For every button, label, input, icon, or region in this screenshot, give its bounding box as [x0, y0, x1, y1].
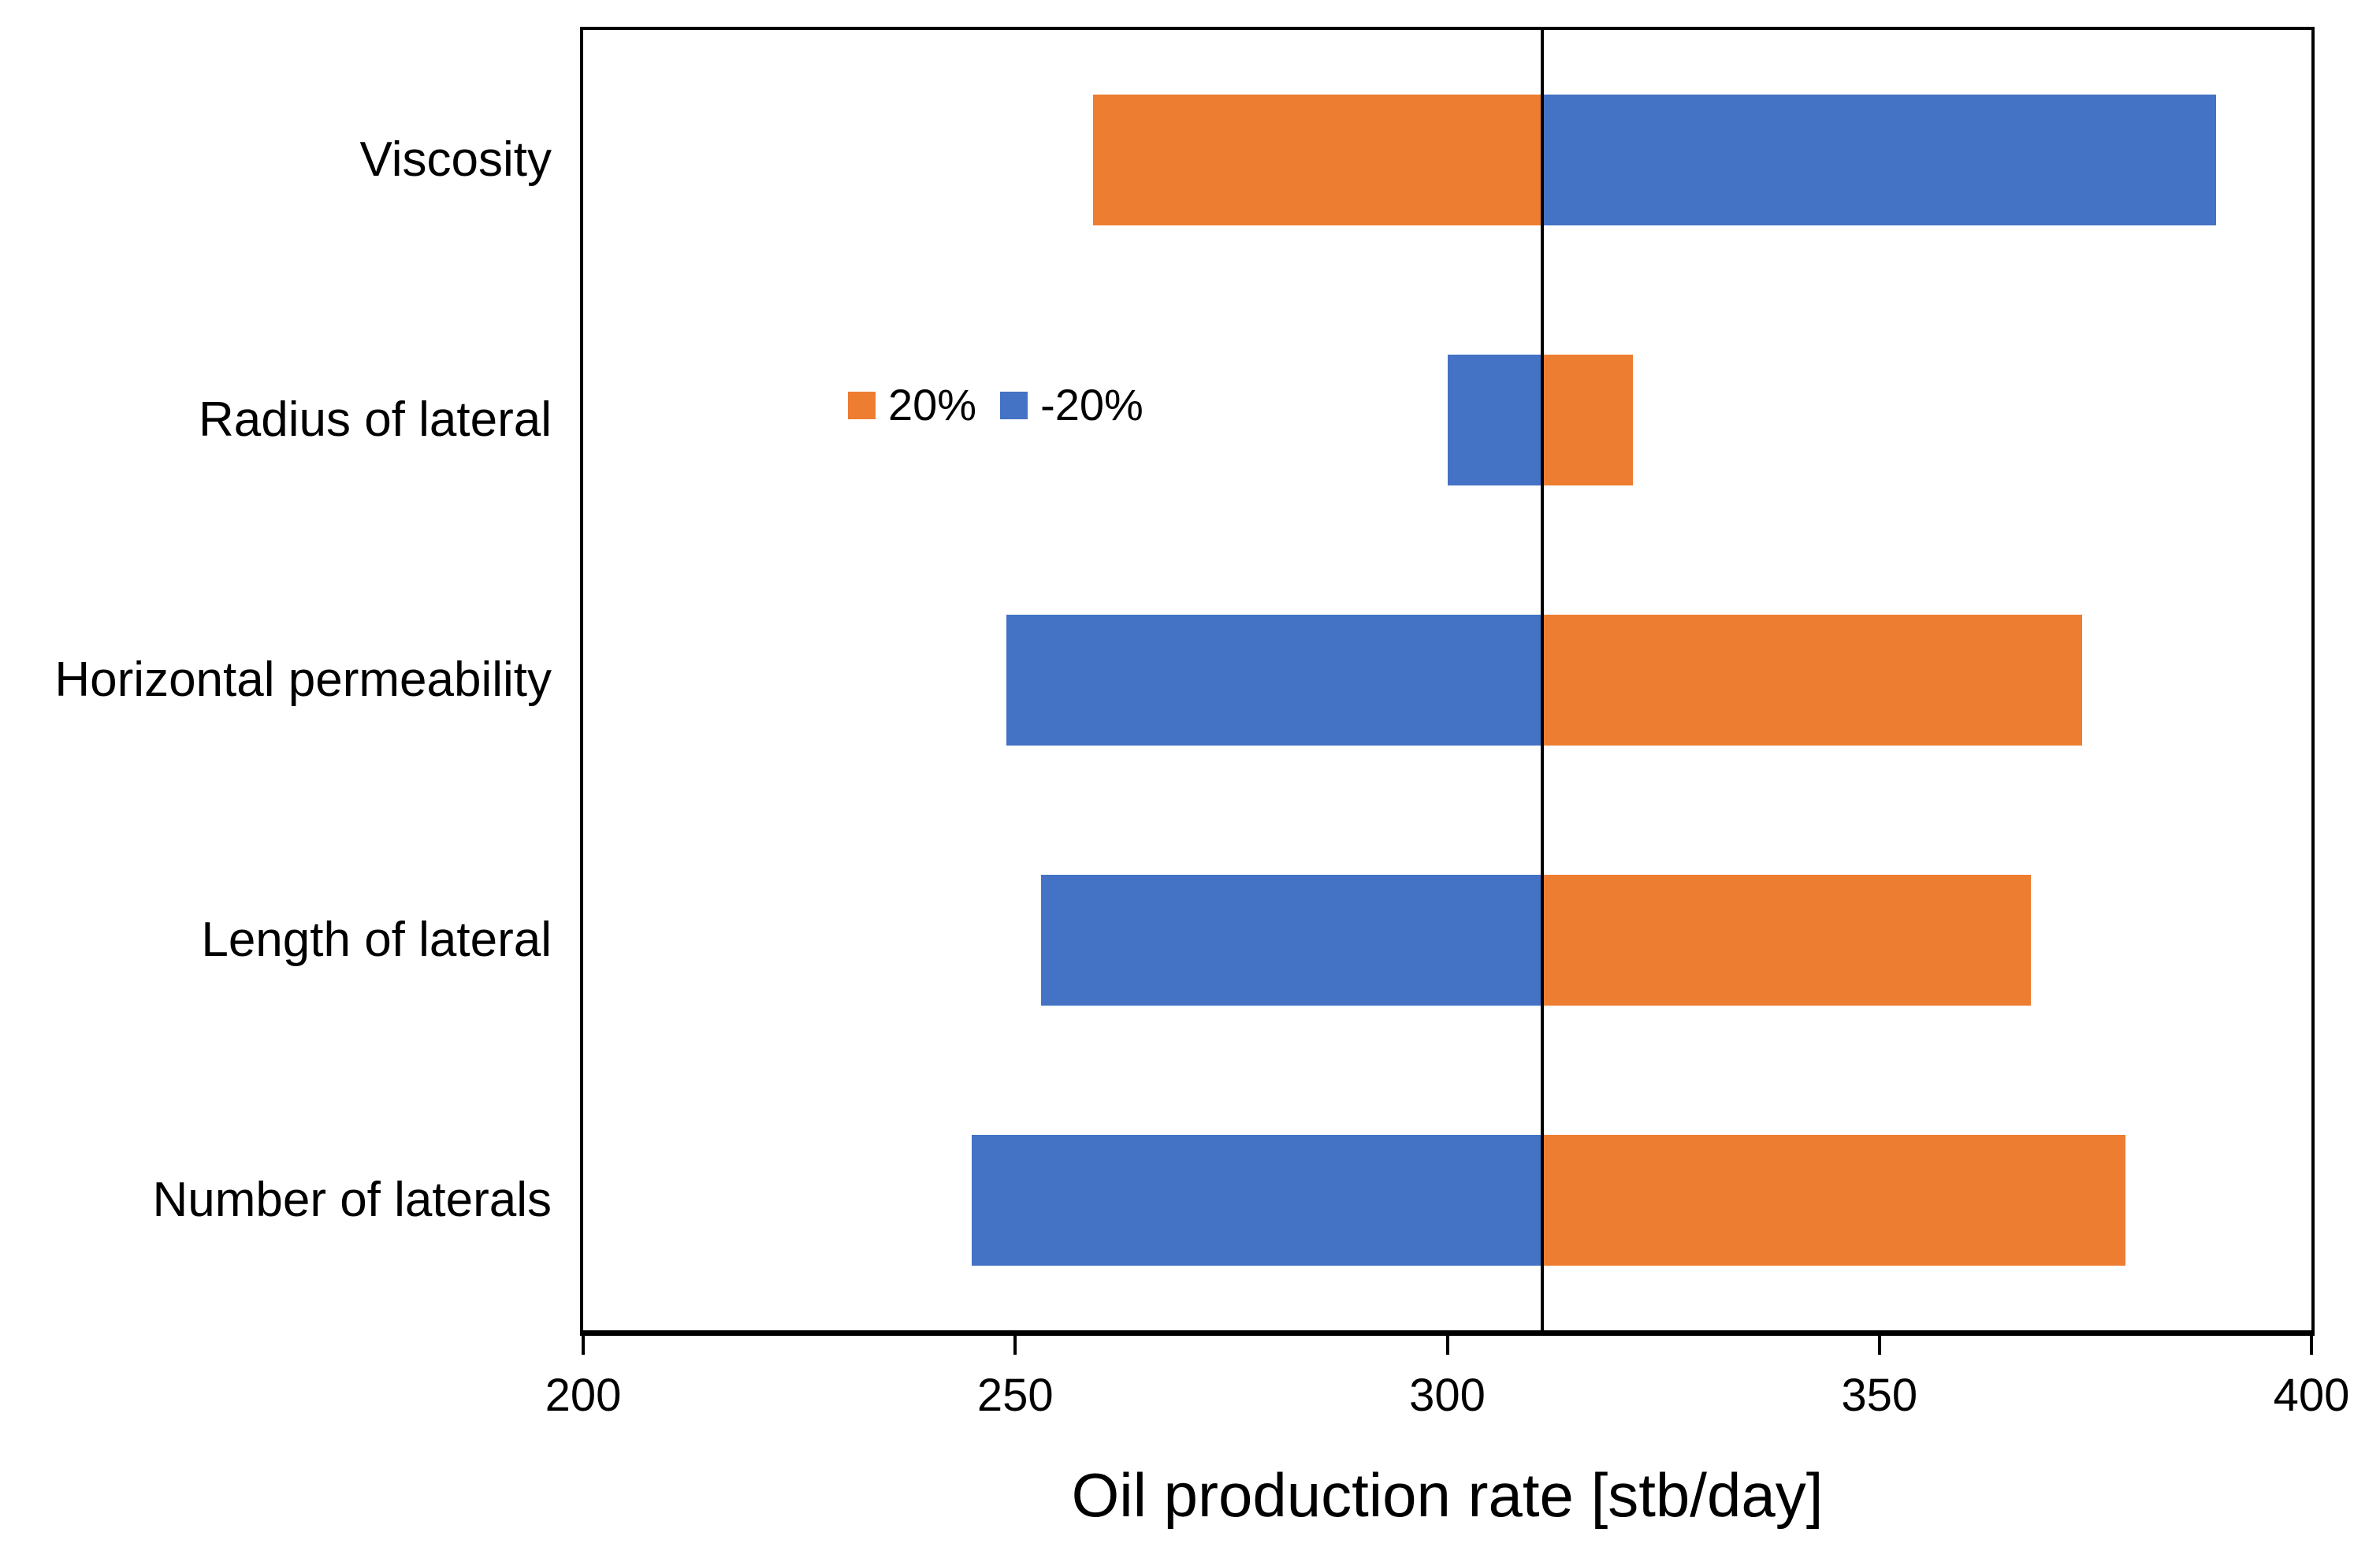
baseline-line: [1541, 30, 1545, 1336]
legend-item-plus20: 20%: [848, 383, 976, 427]
x-tick-250: [1013, 1336, 1017, 1355]
category-label-length-of-lateral: Length of lateral: [201, 913, 552, 967]
minus20-swatch-icon: [1000, 391, 1028, 419]
bar-radius-of-lateral-plus20: [1542, 355, 1634, 485]
legend-label-plus20: 20%: [888, 380, 977, 430]
legend-item-minus20: -20%: [1000, 383, 1144, 427]
x-axis-title: Oil production rate [stb/day]: [1071, 1460, 1824, 1530]
x-tick-label-200: 200: [545, 1370, 622, 1421]
bar-horizontal-permeability-plus20: [1542, 615, 2083, 746]
category-label-number-of-laterals: Number of laterals: [152, 1173, 552, 1227]
bar-viscosity-plus20: [1092, 95, 1543, 225]
x-tick-200: [582, 1336, 585, 1355]
x-tick-300: [1445, 1336, 1449, 1355]
x-tick-350: [1877, 1336, 1881, 1355]
x-tick-label-400: 400: [2273, 1370, 2350, 1421]
bar-radius-of-lateral-minus20: [1447, 355, 1543, 485]
bar-horizontal-permeability-minus20: [1006, 615, 1543, 746]
bar-length-of-lateral-minus20: [1041, 875, 1543, 1006]
bar-number-of-laterals-plus20: [1542, 1135, 2126, 1266]
plus20-swatch-icon: [848, 391, 876, 419]
bar-length-of-lateral-plus20: [1542, 875, 2031, 1006]
x-tick-label-350: 350: [1841, 1370, 1918, 1421]
legend: 20% -20%: [848, 383, 1144, 427]
x-tick-label-300: 300: [1409, 1370, 1486, 1421]
category-label-horizontal-permeability: Horizontal permeability: [54, 653, 552, 707]
category-label-radius-of-lateral: Radius of lateral: [198, 392, 552, 447]
x-axis-line: [580, 1330, 2315, 1336]
x-tick-label-250: 250: [976, 1370, 1054, 1421]
bar-viscosity-minus20: [1542, 95, 2217, 225]
x-tick-400: [2310, 1336, 2313, 1355]
legend-label-minus20: -20%: [1040, 380, 1144, 430]
category-label-viscosity: Viscosity: [359, 132, 552, 187]
bar-number-of-laterals-minus20: [972, 1135, 1543, 1266]
